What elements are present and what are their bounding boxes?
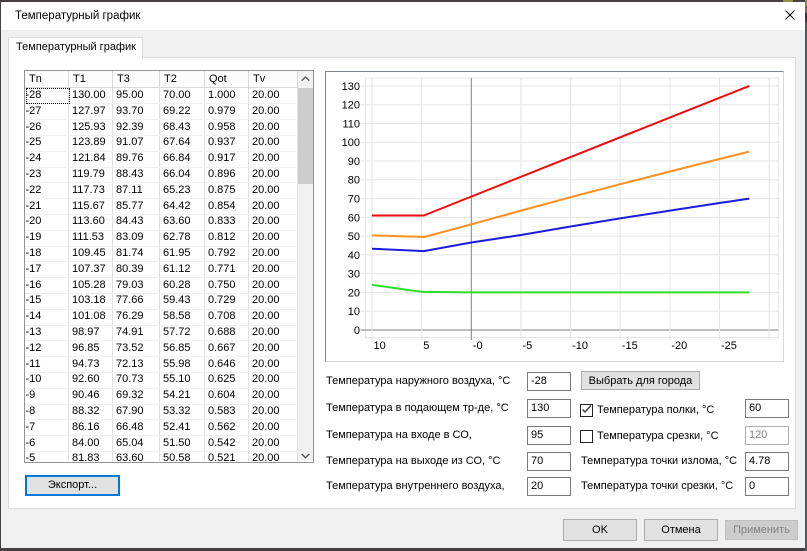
svg-text:50: 50 xyxy=(348,231,360,243)
svg-text:-15: -15 xyxy=(622,340,638,352)
svg-text:60: 60 xyxy=(348,212,360,224)
svg-text:10: 10 xyxy=(348,306,360,318)
svg-text:90: 90 xyxy=(348,156,360,168)
svg-text:130: 130 xyxy=(342,81,360,93)
svg-text:120: 120 xyxy=(342,100,360,112)
svg-text:20: 20 xyxy=(348,287,360,299)
svg-text:30: 30 xyxy=(348,269,360,281)
svg-text:5: 5 xyxy=(423,340,429,352)
svg-text:100: 100 xyxy=(342,137,360,149)
svg-text:0: 0 xyxy=(354,325,360,337)
svg-text:80: 80 xyxy=(348,175,360,187)
svg-text:110: 110 xyxy=(342,118,360,130)
svg-text:-10: -10 xyxy=(572,340,588,352)
svg-text:-25: -25 xyxy=(721,340,737,352)
svg-text:-0: -0 xyxy=(473,340,483,352)
svg-text:-5: -5 xyxy=(523,340,533,352)
svg-text:10: 10 xyxy=(374,340,386,352)
svg-text:-20: -20 xyxy=(671,340,687,352)
svg-text:40: 40 xyxy=(348,250,360,262)
svg-text:70: 70 xyxy=(348,194,360,206)
